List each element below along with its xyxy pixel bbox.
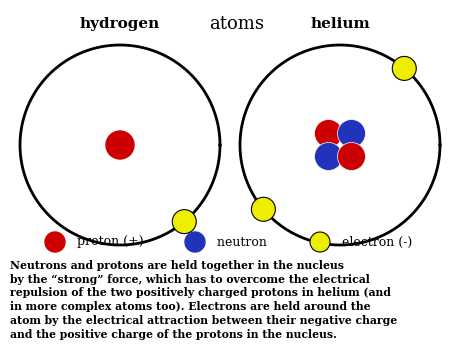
Circle shape: [315, 142, 343, 170]
Circle shape: [106, 131, 134, 159]
Circle shape: [310, 232, 330, 252]
Circle shape: [251, 197, 275, 221]
Circle shape: [337, 120, 365, 148]
Circle shape: [185, 232, 205, 252]
Text: hydrogen: hydrogen: [80, 17, 160, 31]
Circle shape: [392, 56, 416, 80]
Text: proton (+): proton (+): [69, 235, 144, 248]
Circle shape: [172, 209, 196, 234]
Circle shape: [45, 232, 65, 252]
Circle shape: [315, 120, 343, 148]
Text: atoms: atoms: [210, 15, 264, 33]
Text: electron (-): electron (-): [334, 235, 412, 248]
Text: neutron: neutron: [209, 235, 267, 248]
Circle shape: [337, 142, 365, 170]
Text: helium: helium: [310, 17, 370, 31]
Text: Neutrons and protons are held together in the nucleus
by the “strong” force, whi: Neutrons and protons are held together i…: [10, 260, 397, 339]
